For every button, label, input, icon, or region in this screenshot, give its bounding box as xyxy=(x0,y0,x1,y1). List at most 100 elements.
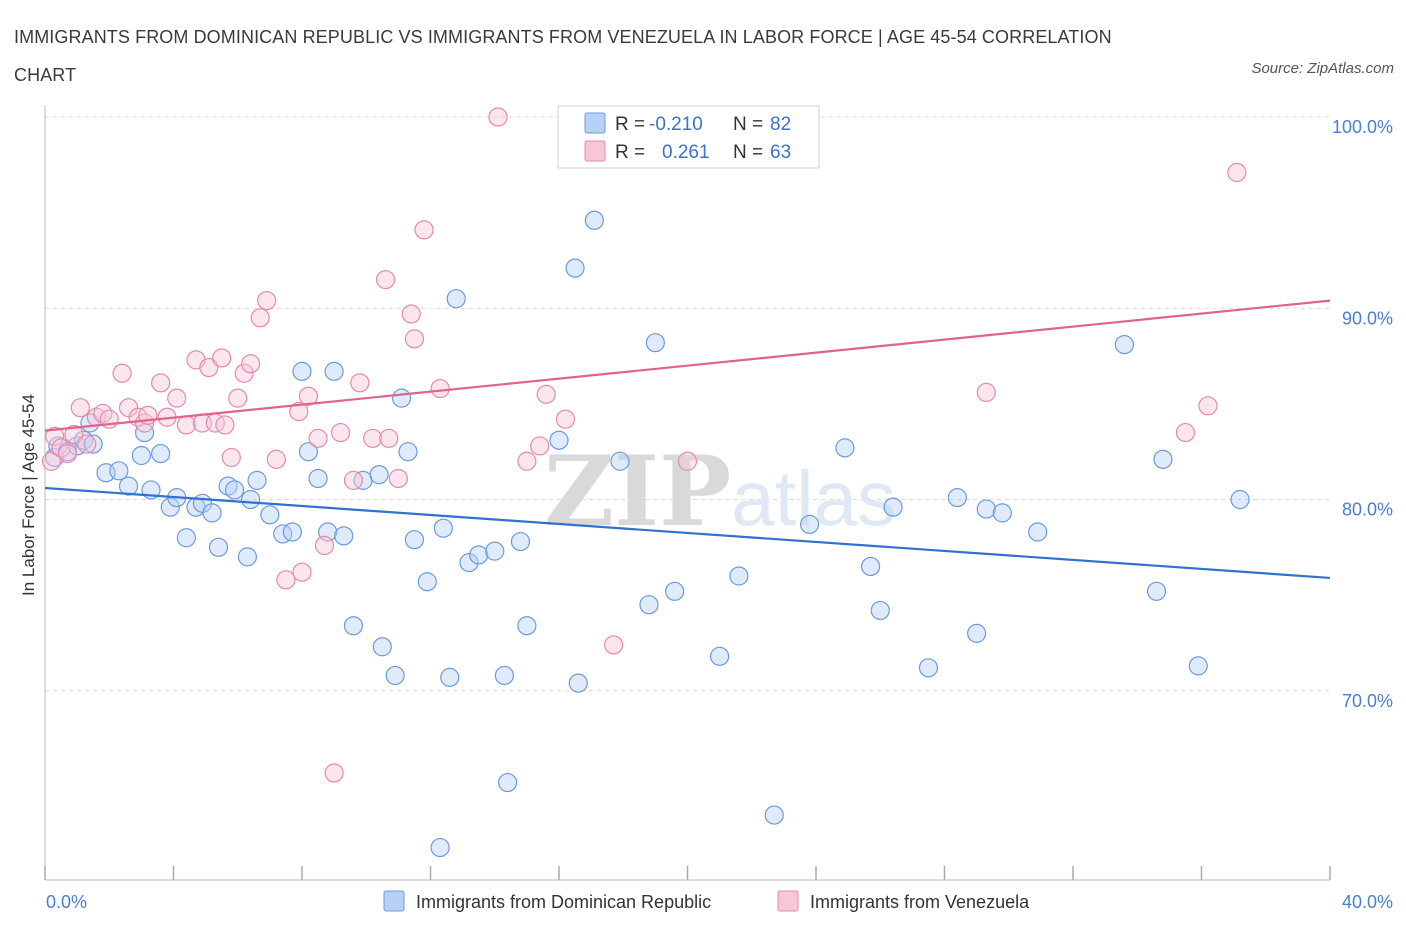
data-point-venezuela xyxy=(404,329,425,349)
data-point-dominican xyxy=(118,476,139,496)
data-point-dominican xyxy=(109,461,129,481)
data-point-venezuela xyxy=(212,348,232,368)
data-point-venezuela xyxy=(1198,396,1218,416)
data-point-venezuela xyxy=(298,386,319,406)
legend-swatch-pink xyxy=(584,140,606,162)
data-point-dominican xyxy=(729,566,749,586)
data-point-venezuela xyxy=(388,468,408,489)
source-label: Source: ZipAtlas.com xyxy=(1251,60,1394,77)
data-point-dominican xyxy=(433,518,453,538)
data-point-dominican xyxy=(947,487,967,508)
data-point-dominican xyxy=(385,665,405,686)
data-point-venezuela xyxy=(517,451,537,471)
data-point-venezuela xyxy=(677,451,698,471)
data-point-dominican xyxy=(398,442,418,462)
data-point-dominican xyxy=(992,503,1012,523)
data-point-dominican xyxy=(568,673,588,693)
data-point-venezuela xyxy=(77,434,97,454)
data-point-dominican xyxy=(861,556,881,577)
data-point-dominican xyxy=(835,438,855,458)
data-point-dominican xyxy=(584,210,604,230)
series-venezuela xyxy=(41,107,1247,783)
data-point-venezuela xyxy=(112,363,132,383)
data-point-venezuela xyxy=(536,384,556,404)
data-point-dominican xyxy=(391,388,412,408)
data-point-dominican xyxy=(247,470,267,490)
axes xyxy=(44,105,1331,881)
data-point-dominican xyxy=(498,772,518,793)
data-point-dominican xyxy=(237,547,257,567)
data-point-dominican xyxy=(918,658,939,678)
data-point-venezuela xyxy=(257,291,277,311)
data-point-venezuela xyxy=(350,373,370,393)
data-point-dominican xyxy=(710,646,730,666)
data-point-dominican xyxy=(510,531,531,552)
data-point-dominican xyxy=(260,505,280,525)
data-point-dominican xyxy=(324,361,344,381)
data-point-dominican xyxy=(273,524,293,544)
x-tick-label: 40.0% xyxy=(1342,892,1393,912)
data-point-dominican xyxy=(151,444,171,464)
data-point-venezuela xyxy=(375,269,396,290)
data-point-venezuela xyxy=(330,422,351,443)
x-tick-label: 0.0% xyxy=(46,892,87,912)
data-point-venezuela xyxy=(266,449,286,469)
data-point-dominican xyxy=(202,503,222,523)
data-point-venezuela xyxy=(241,354,261,374)
trend-lines xyxy=(44,299,1331,580)
data-point-dominican xyxy=(369,465,389,485)
data-point-venezuela xyxy=(176,415,196,435)
data-point-venezuela xyxy=(276,570,296,590)
tick-labels: In Labor Force | Age 45-54 70.0% 80.0% 90.… xyxy=(19,117,1393,912)
data-point-dominican xyxy=(308,468,328,489)
data-point-venezuela xyxy=(228,388,248,408)
bottom-legend-swatch-blue xyxy=(383,890,405,912)
data-point-venezuela xyxy=(57,444,78,464)
data-point-dominican xyxy=(459,553,479,573)
data-point-dominican xyxy=(610,451,630,471)
data-point-venezuela xyxy=(64,424,84,445)
data-point-venezuela xyxy=(215,415,235,435)
data-point-venezuela xyxy=(221,447,241,468)
legend-r-label: R = xyxy=(615,142,645,163)
data-point-dominican xyxy=(976,499,996,519)
data-point-dominican xyxy=(665,581,685,601)
data-point-dominican xyxy=(1188,656,1208,676)
legend-box: R = -0.210 N = 82 R = 0.261 N = 63 xyxy=(557,105,820,169)
data-point-venezuela xyxy=(289,401,309,422)
legend-r-label: R = xyxy=(615,114,645,135)
data-point-dominican xyxy=(565,258,585,278)
data-point-venezuela xyxy=(250,308,270,328)
trend-line-venezuela xyxy=(44,299,1331,432)
data-point-dominican xyxy=(469,545,489,565)
data-point-venezuela xyxy=(555,409,576,429)
data-point-venezuela xyxy=(430,378,450,399)
y-tick-label: 100.0% xyxy=(1332,117,1393,137)
data-point-venezuela xyxy=(292,562,312,582)
data-point-dominican xyxy=(485,541,505,561)
data-point-venezuela xyxy=(604,635,624,655)
data-point-dominican xyxy=(494,665,514,686)
data-point-dominican xyxy=(1153,449,1173,469)
data-point-venezuela xyxy=(488,107,508,127)
legend-r-value: -0.210 xyxy=(649,114,703,135)
legend-n-label: N = xyxy=(733,142,763,163)
data-point-venezuela xyxy=(70,398,90,418)
data-point-venezuela xyxy=(199,357,219,378)
data-point-dominican xyxy=(1230,489,1250,510)
data-point-dominican xyxy=(430,837,450,858)
data-point-venezuela xyxy=(324,763,344,783)
bottom-legend-swatch-pink xyxy=(777,890,799,912)
data-point-dominican xyxy=(176,528,196,548)
data-point-dominican xyxy=(883,497,903,517)
y-axis-label: In Labor Force | Age 45-54 xyxy=(19,394,38,596)
data-point-dominican xyxy=(298,442,319,462)
data-point-venezuela xyxy=(1175,422,1196,443)
data-point-venezuela xyxy=(151,373,171,393)
data-point-venezuela xyxy=(401,304,421,324)
bottom-legend-label: Immigrants from Dominican Republic xyxy=(416,892,711,912)
legend-n-value: 82 xyxy=(770,114,791,135)
data-point-venezuela xyxy=(308,428,328,448)
data-point-venezuela xyxy=(976,382,996,402)
data-point-dominican xyxy=(1146,581,1167,601)
